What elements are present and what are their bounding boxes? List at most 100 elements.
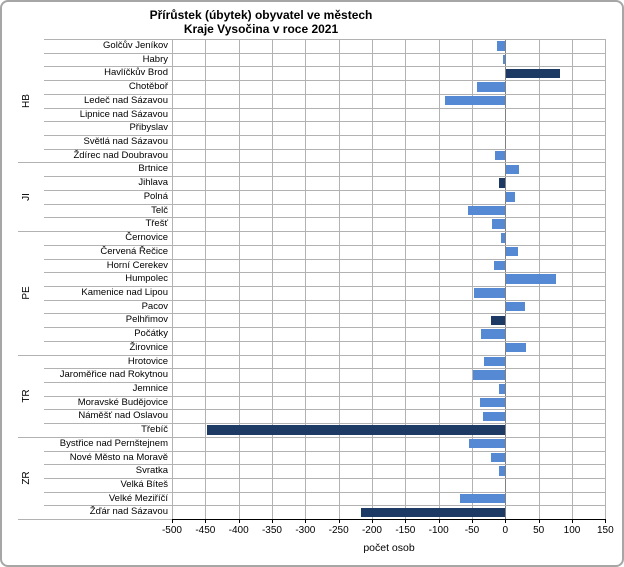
plot-top-border — [44, 39, 606, 40]
row-label: Hrotovice — [127, 355, 168, 367]
gridline — [438, 39, 440, 520]
gridline — [271, 39, 273, 520]
row-separator — [44, 66, 606, 68]
gridline — [338, 39, 340, 520]
row-separator — [44, 217, 606, 219]
row-label: Velká Bíteš — [120, 479, 168, 491]
row-label: Přibyslav — [129, 122, 168, 134]
row-label: Jemnice — [132, 383, 168, 394]
row-label: Humpolec — [125, 273, 168, 285]
bar — [480, 329, 506, 339]
row-label: Havlíčkův Brod — [104, 67, 168, 79]
row-label: Habry — [142, 53, 168, 65]
row-separator — [44, 478, 606, 480]
row-separator — [44, 450, 606, 452]
axis-tick — [471, 519, 473, 524]
row-separator — [44, 368, 606, 370]
row-label: Ledeč nad Sázavou — [84, 94, 168, 106]
bar — [468, 438, 506, 449]
row-label: Horní Cerekev — [106, 259, 168, 271]
x-tick-label: -50 — [464, 525, 480, 537]
axis-tick — [238, 519, 240, 524]
row-separator — [44, 80, 606, 82]
row-separator — [44, 505, 606, 507]
district-separator — [18, 231, 606, 233]
row-separator — [44, 340, 606, 342]
bar — [473, 288, 506, 298]
bar — [506, 274, 557, 284]
row-separator — [44, 313, 606, 315]
axis-tick — [405, 519, 407, 524]
bar — [444, 95, 506, 106]
gridline — [305, 39, 307, 520]
axis-tick — [538, 519, 540, 524]
row-label: Moravské Budějovice — [77, 396, 168, 408]
x-tick-label: -200 — [361, 525, 382, 537]
gridline — [471, 39, 473, 520]
district-separator — [18, 436, 606, 438]
row-separator — [44, 395, 606, 397]
bar — [491, 452, 506, 463]
axis-tick — [438, 519, 440, 524]
bar — [506, 68, 560, 79]
x-tick-label: -250 — [328, 525, 349, 537]
row-label: Telč — [151, 204, 168, 216]
x-tick-label: -100 — [428, 525, 449, 537]
gridline — [205, 39, 207, 520]
chart-title-line2: Kraje Vysočina v roce 2021 — [183, 22, 339, 36]
row-label: Náměšť nad Oslavou — [78, 410, 168, 422]
row-separator — [44, 203, 606, 205]
row-separator — [44, 189, 606, 191]
row-label: Třešť — [145, 218, 168, 230]
row-separator — [44, 285, 606, 287]
row-separator — [44, 409, 606, 411]
row-separator — [44, 327, 606, 329]
bar — [496, 41, 506, 51]
row-separator — [44, 107, 606, 109]
district-label: PE — [21, 286, 32, 300]
row-label: Golčův Jeníkov — [103, 40, 168, 51]
gridline — [605, 39, 607, 520]
bar — [500, 233, 506, 243]
row-separator — [44, 299, 606, 301]
x-tick-label: 100 — [563, 525, 581, 537]
axis-tick — [205, 519, 207, 524]
x-tick-label: 150 — [596, 525, 614, 537]
zero-gridline — [505, 39, 507, 520]
district-label: JI — [21, 192, 32, 201]
chart-title: Přírůstek (úbytek) obyvatel ve městech K… — [101, 8, 421, 36]
district-separator — [18, 162, 606, 164]
axis-tick — [171, 519, 173, 524]
gridline — [371, 39, 373, 520]
row-label: Velké Meziříčí — [108, 492, 168, 504]
bar — [499, 384, 506, 394]
row-separator — [44, 491, 606, 493]
row-label: Brtnice — [138, 163, 168, 175]
bar — [506, 301, 525, 312]
x-tick-label: -400 — [228, 525, 249, 537]
label-area-bottom-line — [18, 519, 172, 521]
bar — [491, 219, 506, 229]
row-separator — [44, 244, 606, 246]
bar — [493, 260, 506, 271]
row-label: Černovice — [125, 232, 168, 244]
row-separator — [44, 52, 606, 54]
row-label: Třebíč — [141, 424, 168, 436]
row-label: Pelhřimov — [125, 314, 168, 326]
bar — [482, 411, 506, 422]
row-label: Bystřice nad Pernštejnem — [59, 437, 168, 449]
x-tick-label: 0 — [502, 525, 509, 537]
x-tick-label: -150 — [395, 525, 416, 537]
axis-tick — [371, 519, 373, 524]
bar — [479, 397, 506, 408]
district-label: TR — [21, 389, 32, 403]
bar — [361, 507, 506, 518]
x-tick-label: -450 — [195, 525, 216, 537]
district-label: ZR — [21, 471, 32, 485]
gridline — [405, 39, 407, 520]
bar — [207, 425, 506, 435]
x-tick-label: 50 — [533, 525, 545, 537]
bar — [494, 150, 506, 161]
